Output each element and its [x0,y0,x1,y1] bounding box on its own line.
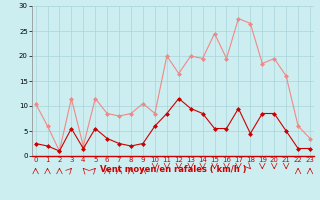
X-axis label: Vent moyen/en rafales ( km/h ): Vent moyen/en rafales ( km/h ) [100,165,246,174]
